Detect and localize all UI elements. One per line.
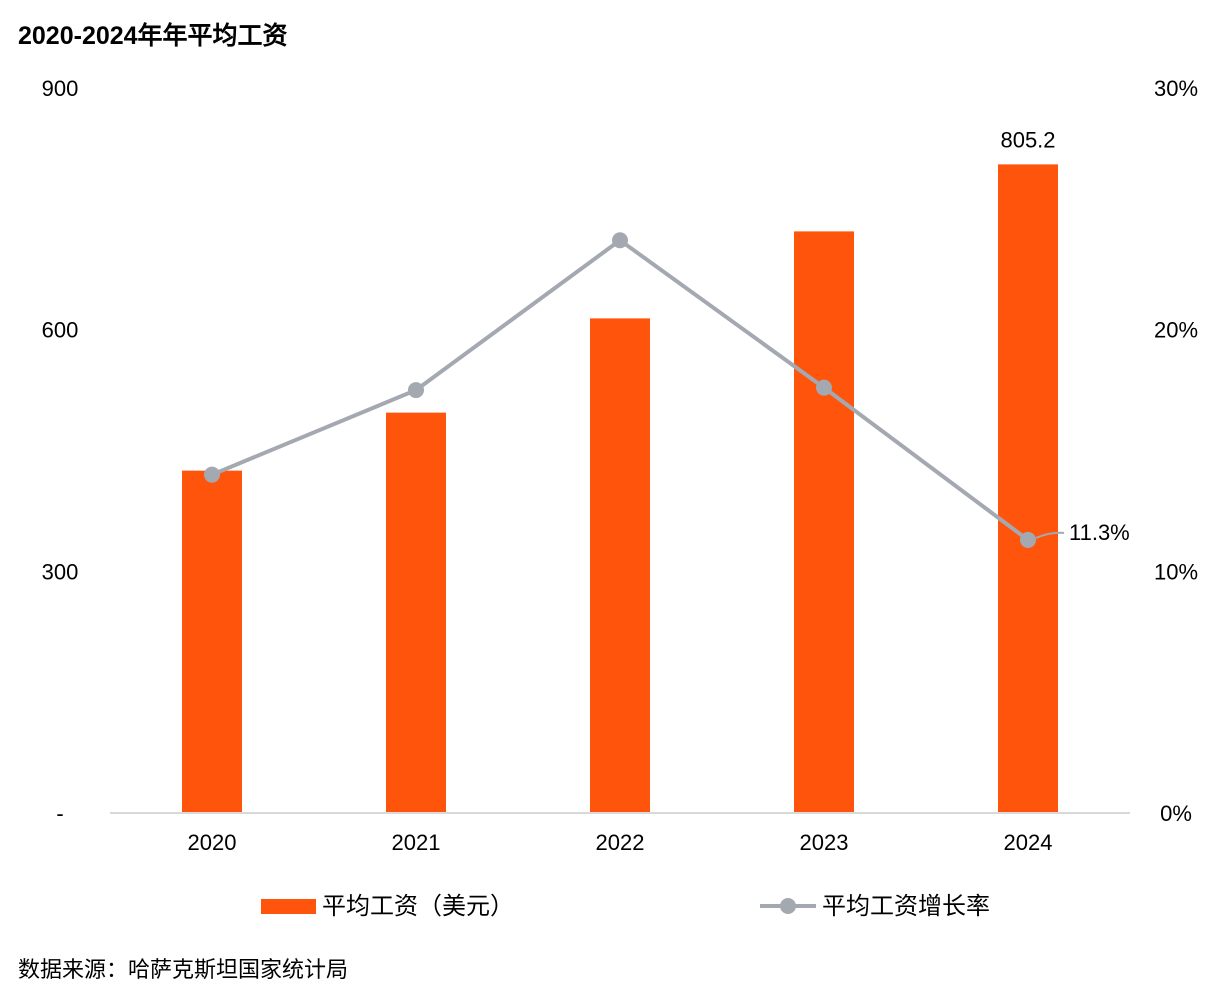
line-point <box>612 232 628 249</box>
x-tick-label: 2024 <box>1004 830 1053 855</box>
line-data-label: 11.3% <box>1069 520 1130 545</box>
bar-data-label: 805.2 <box>1000 127 1055 152</box>
bar <box>386 412 446 813</box>
line-point <box>1020 531 1036 548</box>
y-right-tick-label: 10% <box>1154 559 1198 584</box>
bar <box>182 470 242 813</box>
line-point <box>408 382 424 399</box>
y-left-tick-label: 300 <box>42 559 79 584</box>
x-tick-label: 2023 <box>800 830 849 855</box>
bar <box>590 318 650 813</box>
line-point <box>816 379 832 396</box>
legend-label-line: 平均工资增长率 <box>822 893 990 920</box>
bar <box>998 164 1058 813</box>
y-right-tick-label: 30% <box>1154 76 1198 101</box>
y-left-tick-label: 900 <box>42 76 79 101</box>
source-note: 数据来源：哈萨克斯坦国家统计局 <box>18 957 349 982</box>
bar <box>794 231 854 813</box>
legend-label-bar: 平均工资（美元） <box>322 893 514 920</box>
legend-swatch-marker <box>780 898 796 914</box>
y-left-tick-label: 600 <box>42 318 79 343</box>
line-point <box>204 466 220 483</box>
legend-swatch-bar <box>261 899 316 914</box>
chart-title: 2020-2024年年平均工资 <box>18 22 288 50</box>
y-right-tick-label: 20% <box>1154 318 1198 343</box>
x-tick-label: 2022 <box>596 830 645 855</box>
x-tick-label: 2020 <box>188 830 237 855</box>
y-left-tick-label: - <box>56 801 63 826</box>
data-label-leader <box>1035 531 1065 539</box>
x-tick-label: 2021 <box>392 830 441 855</box>
y-right-tick-label: 0% <box>1160 801 1192 826</box>
